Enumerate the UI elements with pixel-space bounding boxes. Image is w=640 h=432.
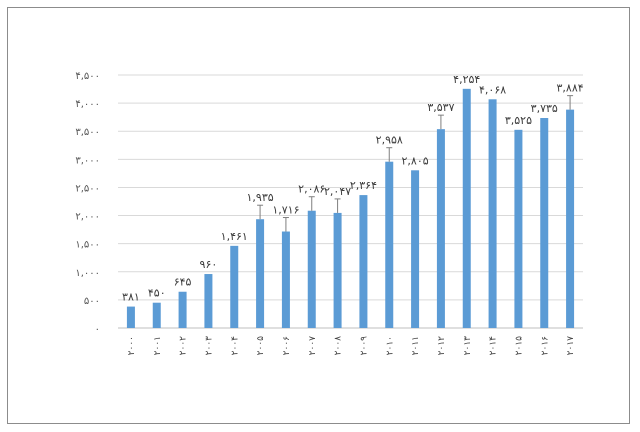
x-tick-label: ۲۰۰۹ xyxy=(359,336,369,356)
x-tick-label: ۲۰۱۴ xyxy=(489,336,499,356)
y-tick-label: ۰ xyxy=(95,324,100,335)
bar xyxy=(514,129,523,328)
bar xyxy=(333,212,342,328)
y-tick-label: ۲,۵۰۰ xyxy=(75,183,100,194)
bar xyxy=(230,245,239,328)
bars xyxy=(126,88,575,329)
data-label: ۴,۰۶۸ xyxy=(479,83,506,96)
data-label: ۳۸۱ xyxy=(122,291,140,304)
bar xyxy=(540,118,549,328)
x-tick-label: ۲۰۰۱ xyxy=(153,336,163,355)
bar xyxy=(307,210,316,328)
data-label: ۳,۵۲۵ xyxy=(505,114,532,127)
y-tick-label: ۴,۵۰۰ xyxy=(75,71,100,82)
data-label: ۱,۴۶۱ xyxy=(221,230,248,243)
x-tick-label: ۲۰۱۰ xyxy=(385,336,395,355)
data-label: ۶۴۵ xyxy=(174,276,192,289)
bar xyxy=(411,170,420,328)
y-axis-ticks: ۰ ۵۰۰ ۱,۰۰۰ ۱,۵۰۰ ۲,۰۰۰ ۲,۵۰۰ ۳,۰۰۰ ۳,۵۰۰ ۴,۰۰۰ ۴… xyxy=(75,71,100,335)
bar xyxy=(204,274,213,328)
data-label: ۳,۵۳۷ xyxy=(427,101,454,114)
x-tick-label: ۲۰۰۴ xyxy=(230,336,240,356)
y-tick-label: ۳,۵۰۰ xyxy=(75,127,100,138)
data-label: ۳,۸۸۴ xyxy=(557,82,584,95)
bar xyxy=(436,129,445,328)
x-tick-label: ۲۰۱۲ xyxy=(437,336,447,356)
bar xyxy=(385,161,394,328)
x-tick-label: ۲۰۰۰ xyxy=(127,336,137,355)
bar xyxy=(281,231,290,328)
bar xyxy=(126,306,135,328)
bar xyxy=(256,219,265,328)
bar xyxy=(462,88,471,329)
x-tick-label: ۲۰۱۷ xyxy=(566,336,576,356)
data-label: ۲,۰۴۷ xyxy=(324,185,351,198)
x-tick-label: ۲۰۰۶ xyxy=(282,336,292,356)
bar xyxy=(359,195,368,328)
gridlines xyxy=(118,74,583,329)
y-tick-label: ۴,۰۰۰ xyxy=(75,99,100,110)
y-tick-label: ۵۰۰ xyxy=(84,296,100,307)
data-label: ۲,۰۸۶ xyxy=(298,183,325,196)
x-tick-label: ۲۰۱۶ xyxy=(540,336,550,356)
x-tick-label: ۲۰۱۵ xyxy=(514,336,524,356)
x-tick-label: ۲۰۰۲ xyxy=(179,336,189,356)
data-label: ۲,۹۵۸ xyxy=(376,134,403,147)
bar xyxy=(178,291,187,328)
y-tick-label: ۱,۰۰۰ xyxy=(75,268,100,279)
x-tick-label: ۲۰۰۵ xyxy=(256,336,266,356)
data-label: ۲,۸۰۵ xyxy=(402,154,429,167)
y-tick-label: ۲,۰۰۰ xyxy=(75,212,100,223)
x-tick-label: ۲۰۰۳ xyxy=(204,336,214,356)
x-tick-label: ۲۰۱۳ xyxy=(463,336,473,356)
bar xyxy=(566,109,575,328)
error-bars xyxy=(257,95,574,232)
x-axis-labels: ۲۰۰۰ ۲۰۰۱ ۲۰۰۲ ۲۰۰۳ ۲۰۰۴ ۲۰۰۵ ۲۰۰۶ ۲۰۰۷ ۲۰۰۸ ۲۰۰۹… xyxy=(127,336,576,356)
x-tick-label: ۲۰۱۱ xyxy=(411,336,421,355)
data-label: ۴,۲۵۴ xyxy=(453,73,480,86)
chart-frame: ۰ ۵۰۰ ۱,۰۰۰ ۱,۵۰۰ ۲,۰۰۰ ۲,۵۰۰ ۳,۰۰۰ ۳,۵۰۰ ۴,۰۰۰ ۴… xyxy=(7,7,630,424)
data-label: ۳,۷۳۵ xyxy=(531,102,558,115)
y-tick-label: ۳,۰۰۰ xyxy=(75,155,100,166)
data-label: ۱,۷۱۶ xyxy=(272,204,299,217)
y-tick-label: ۱,۵۰۰ xyxy=(75,240,100,251)
x-tick-label: ۲۰۰۷ xyxy=(308,336,318,356)
data-label: ۴۵۰ xyxy=(148,287,166,300)
bar xyxy=(488,99,497,329)
bar xyxy=(152,302,161,328)
bar-chart: ۰ ۵۰۰ ۱,۰۰۰ ۱,۵۰۰ ۲,۰۰۰ ۲,۵۰۰ ۳,۰۰۰ ۳,۵۰۰ ۴,۰۰۰ ۴… xyxy=(75,71,584,356)
x-tick-label: ۲۰۰۸ xyxy=(334,336,344,356)
data-label: ۹۶۰ xyxy=(200,258,218,271)
data-label: ۱,۹۳۵ xyxy=(247,191,274,204)
data-label: ۲,۳۶۴ xyxy=(350,179,377,192)
